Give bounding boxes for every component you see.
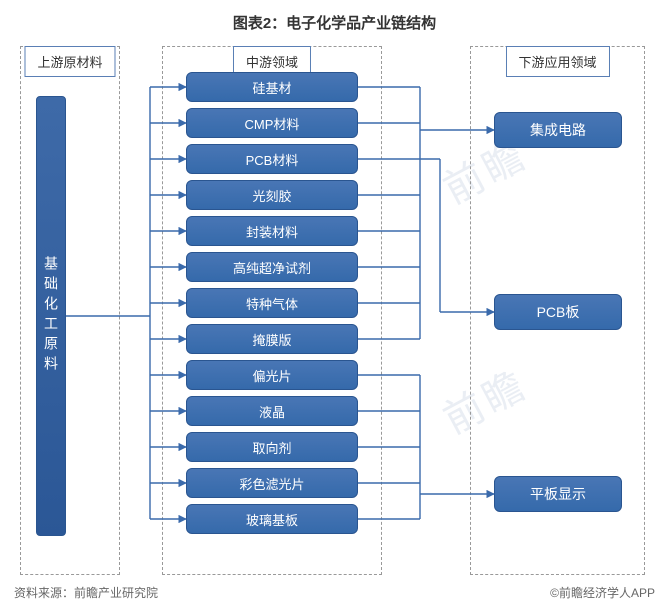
footer-source: 资料来源：前瞻产业研究院 (14, 584, 158, 601)
mid-item-4: 封装材料 (186, 216, 358, 246)
column-header-upstream: 上游原材料 (24, 46, 115, 77)
mid-item-0: 硅基材 (186, 72, 358, 102)
column-header-downstream: 下游应用领域 (505, 46, 609, 77)
mid-item-10: 取向剂 (186, 432, 358, 462)
mid-item-6: 特种气体 (186, 288, 358, 318)
column-upstream: 上游原材料 (20, 46, 120, 575)
mid-item-3: 光刻胶 (186, 180, 358, 210)
mid-item-8: 偏光片 (186, 360, 358, 390)
mid-item-1: CMP材料 (186, 108, 358, 138)
downstream-fpd: 平板显示 (494, 476, 622, 512)
mid-item-2: PCB材料 (186, 144, 358, 174)
downstream-ic: 集成电路 (494, 112, 622, 148)
chart-title: 图表2：电子化学品产业链结构 (0, 0, 669, 33)
upstream-bar: 基础化工原料 (36, 96, 66, 536)
mid-item-9: 液晶 (186, 396, 358, 426)
footer-copyright: ©前瞻经济学人APP (550, 584, 655, 601)
mid-item-11: 彩色滤光片 (186, 468, 358, 498)
mid-item-5: 高纯超净试剂 (186, 252, 358, 282)
mid-item-7: 掩膜版 (186, 324, 358, 354)
downstream-pcb: PCB板 (494, 294, 622, 330)
mid-item-12: 玻璃基板 (186, 504, 358, 534)
midstream-list: 硅基材 CMP材料 PCB材料光刻胶封装材料高纯超净试剂特种气体掩膜版偏光片液晶取向… (186, 72, 358, 534)
